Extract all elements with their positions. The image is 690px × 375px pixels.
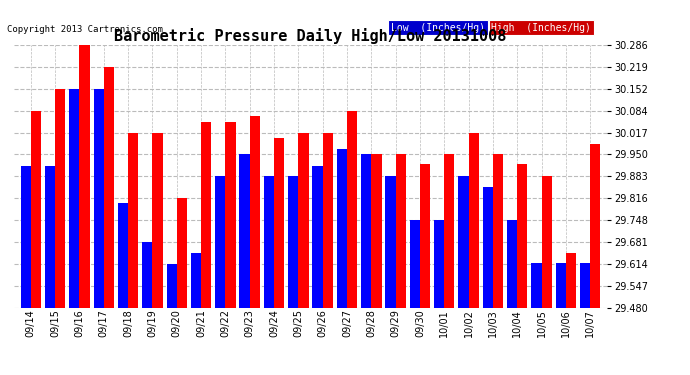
- Bar: [94, 88, 104, 308]
- Bar: [250, 116, 260, 308]
- Bar: [55, 88, 66, 308]
- Bar: [191, 253, 201, 308]
- Bar: [469, 133, 479, 308]
- Bar: [79, 45, 90, 308]
- Bar: [371, 154, 382, 308]
- Bar: [45, 165, 55, 308]
- Bar: [152, 133, 163, 308]
- Bar: [590, 144, 600, 308]
- Bar: [483, 187, 493, 308]
- Bar: [566, 253, 576, 308]
- Bar: [434, 220, 444, 308]
- Bar: [458, 176, 469, 308]
- Bar: [142, 242, 152, 308]
- Bar: [518, 164, 527, 308]
- Bar: [542, 176, 552, 308]
- Bar: [444, 154, 455, 308]
- Bar: [323, 133, 333, 308]
- Bar: [337, 149, 347, 308]
- Bar: [420, 164, 430, 308]
- Text: High  (Inches/Hg): High (Inches/Hg): [491, 22, 591, 33]
- Bar: [215, 176, 226, 308]
- Bar: [118, 203, 128, 308]
- Bar: [347, 111, 357, 308]
- Bar: [177, 198, 187, 308]
- Bar: [264, 176, 274, 308]
- Bar: [274, 138, 284, 308]
- Bar: [69, 88, 79, 308]
- Bar: [128, 133, 138, 308]
- Text: Low  (Inches/Hg): Low (Inches/Hg): [391, 22, 484, 33]
- Bar: [580, 263, 590, 308]
- Bar: [493, 154, 503, 308]
- Bar: [31, 111, 41, 308]
- Bar: [313, 165, 323, 308]
- Bar: [507, 220, 518, 308]
- Title: Barometric Pressure Daily High/Low 20131008: Barometric Pressure Daily High/Low 20131…: [115, 28, 506, 44]
- Text: Copyright 2013 Cartronics.com: Copyright 2013 Cartronics.com: [7, 25, 163, 34]
- Bar: [555, 263, 566, 308]
- Bar: [531, 263, 542, 308]
- Bar: [201, 122, 211, 308]
- Bar: [288, 176, 298, 308]
- Bar: [410, 220, 420, 308]
- Bar: [21, 165, 31, 308]
- Bar: [239, 154, 250, 308]
- Bar: [395, 154, 406, 308]
- Bar: [226, 122, 235, 308]
- Bar: [361, 154, 371, 308]
- Bar: [166, 264, 177, 308]
- Bar: [298, 133, 308, 308]
- Bar: [386, 176, 395, 308]
- Bar: [104, 67, 114, 308]
